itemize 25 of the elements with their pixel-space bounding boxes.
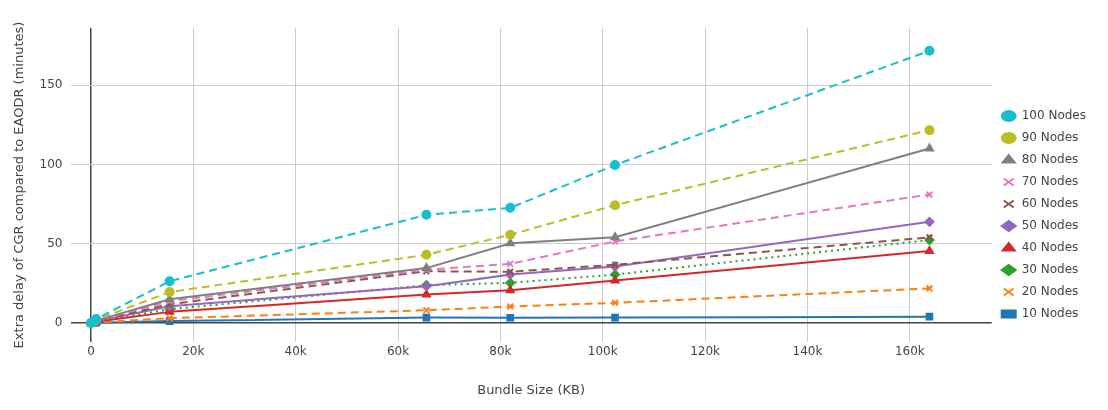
y-tick-label: 50 (47, 235, 63, 250)
legend-label: 100 Nodes (1021, 108, 1087, 123)
legend-label: 60 Nodes (1021, 196, 1079, 211)
legend-label: 20 Nodes (1021, 284, 1079, 299)
legend-label: 10 Nodes (1021, 306, 1079, 321)
x-tick-label: 20k (182, 344, 205, 359)
x-tick-label: 40k (284, 344, 307, 359)
legend-label: 40 Nodes (1021, 240, 1079, 255)
y-tick-label: 0 (54, 315, 63, 330)
x-tick-label: 60k (386, 344, 410, 359)
y-axis-title: Extra delay of CGR compared to EAODR (minutes) (11, 21, 27, 349)
legend-label: 70 Nodes (1021, 174, 1079, 189)
x-tick-label: 100k (587, 344, 618, 359)
x-tick-label: 80k (489, 344, 512, 359)
x-tick-label: 0 (87, 344, 95, 359)
x-tick-label: 140k (792, 344, 823, 359)
x-axis-title: Bundle Size (KB) (477, 381, 586, 397)
x-tick-label: 160k (894, 344, 925, 359)
x-tick-label: 120k (690, 344, 721, 359)
legend-label: 30 Nodes (1021, 262, 1079, 277)
y-tick-label: 150 (39, 77, 63, 92)
legend-label: 50 Nodes (1021, 218, 1079, 233)
y-tick-label: 100 (39, 156, 63, 171)
legend-label: 90 Nodes (1021, 130, 1079, 145)
legend-label: 80 Nodes (1021, 152, 1079, 167)
